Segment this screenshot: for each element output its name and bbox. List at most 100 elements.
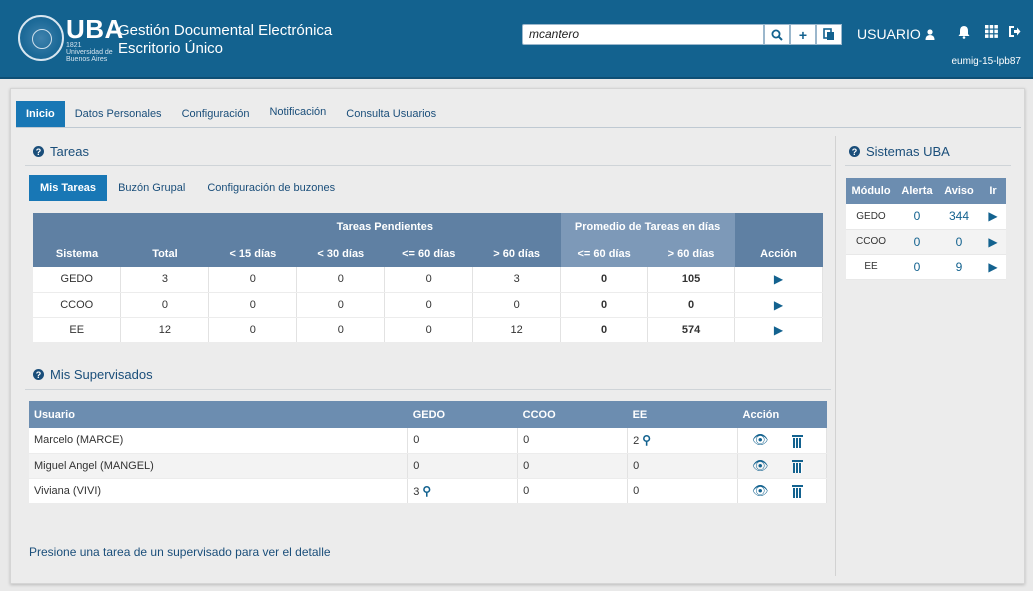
tab-configuracion[interactable]: Configuración (181, 108, 250, 120)
user-label: USUARIO (857, 26, 921, 42)
cell-prom-gt60: 0 (647, 292, 736, 318)
tareas-header: ? Tareas (33, 144, 89, 159)
cell-sistema: EE (33, 317, 122, 343)
play-icon[interactable]: ▶ (988, 234, 998, 249)
cell-le60: 0 (384, 292, 474, 318)
bell-icon[interactable] (957, 25, 971, 39)
cell-gedo: 0 (407, 453, 519, 479)
logout-icon[interactable] (1008, 25, 1021, 38)
tareas-title: Tareas (50, 144, 90, 159)
table-row[interactable]: EE 0 9 ▶ (846, 254, 1006, 280)
subtab-configuracion-buzones[interactable]: Configuración de buzones (207, 182, 336, 194)
trash-icon[interactable] (791, 485, 803, 499)
cell-alerta[interactable]: 0 (896, 204, 938, 230)
play-icon[interactable]: ▶ (988, 209, 998, 224)
cell-lt15: 0 (208, 292, 298, 318)
cell-accion: 👁 (737, 453, 827, 479)
subtab-mis-tareas[interactable]: Mis Tareas (29, 175, 108, 201)
eye-icon[interactable]: 👁 (752, 457, 769, 473)
magnifier-icon[interactable]: ⚲ (422, 483, 432, 498)
cell-total: 0 (120, 292, 210, 318)
cell-ccoo: 0 (517, 478, 629, 504)
cell-le60: 0 (384, 317, 474, 343)
sistemas-divider (845, 165, 1011, 166)
cell-ee: 0 (627, 478, 739, 504)
group-header-pendientes: Tareas Pendientes (208, 213, 561, 240)
col-lt15: < 15 días (208, 240, 297, 267)
supervisados-title: Mis Supervisados (50, 367, 153, 382)
play-icon[interactable]: ▶ (773, 297, 784, 312)
instance-id: eumig-15-lpb87 (951, 56, 1022, 67)
table-row[interactable]: EE 12 0 0 0 12 0 574 ▶ (33, 317, 823, 343)
cell-prom-le60: 0 (560, 292, 649, 318)
cell-usuario: Marcelo (MARCE) (29, 428, 409, 454)
add-button[interactable]: + (790, 24, 816, 45)
cell-accion: 👁 (737, 478, 827, 504)
help-icon[interactable]: ? (33, 146, 44, 157)
subtab-buzon-grupal[interactable]: Buzón Grupal (118, 182, 186, 194)
col-lt30: < 30 días (296, 240, 385, 267)
help-icon[interactable]: ? (849, 146, 860, 157)
table-row[interactable]: Viviana (VIVI) 3 ⚲ 0 0 👁 (29, 478, 827, 504)
trash-icon[interactable] (791, 460, 803, 474)
play-icon[interactable]: ▶ (773, 272, 784, 287)
eye-icon[interactable]: 👁 (752, 432, 769, 448)
cell-alerta[interactable]: 0 (896, 254, 938, 280)
cell-lt30: 0 (296, 317, 386, 343)
cell-prom-gt60: 105 (647, 267, 736, 293)
tabs-divider (16, 127, 1021, 128)
cell-gt60: 12 (472, 317, 562, 343)
tab-notificacion[interactable]: Notificación (269, 106, 327, 118)
table-row[interactable]: GEDO 3 0 0 0 3 0 105 ▶ (33, 267, 823, 293)
table-row[interactable]: GEDO 0 344 ▶ (846, 204, 1006, 230)
tab-datos-personales[interactable]: Datos Personales (74, 108, 162, 120)
tareas-subtabs: Mis Tareas Buzón Grupal Configuración de… (29, 175, 346, 201)
cell-prom-le60: 0 (560, 267, 649, 293)
supervisados-hint: Presione una tarea de un supervisado par… (29, 545, 331, 559)
search-button[interactable] (764, 24, 790, 45)
cell-aviso[interactable]: 0 (938, 229, 980, 255)
cell-modulo: GEDO (846, 204, 896, 230)
eye-icon[interactable]: 👁 (752, 482, 769, 498)
cell-lt15: 0 (208, 317, 298, 343)
play-icon[interactable]: ▶ (773, 322, 784, 337)
app-title-line-1: Gestión Documental Electrónica (118, 22, 333, 39)
main-tabs: Inicio Datos Personales Configuración No… (16, 101, 446, 127)
col-ir: Ir (980, 178, 1006, 204)
search-input[interactable]: mcantero (522, 24, 764, 45)
table-row[interactable]: Miguel Angel (MANGEL) 0 0 0 👁 (29, 453, 827, 479)
cell-ee: 2 ⚲ (627, 428, 739, 454)
magnifier-icon[interactable]: ⚲ (642, 433, 652, 448)
play-icon[interactable]: ▶ (988, 259, 998, 274)
supervisados-table: Usuario GEDO CCOO EE Acción Marcelo (MAR… (29, 401, 827, 504)
tab-inicio[interactable]: Inicio (16, 101, 65, 127)
logo-subtext: 1821 Universidad de Buenos Aires (66, 42, 113, 63)
cell-prom-gt60: 574 (647, 317, 736, 343)
col-ccoo: CCOO (517, 401, 628, 428)
uba-seal-logo (18, 15, 64, 61)
table-row[interactable]: CCOO 0 0 ▶ (846, 229, 1006, 255)
cell-aviso[interactable]: 9 (938, 254, 980, 280)
col-accion: Acción (737, 401, 827, 428)
cell-lt30: 0 (296, 267, 386, 293)
cell-gt60: 3 (472, 267, 562, 293)
cell-alerta[interactable]: 0 (896, 229, 938, 255)
copy-button[interactable] (816, 24, 842, 45)
table-row[interactable]: CCOO 0 0 0 0 0 0 0 ▶ (33, 292, 823, 318)
cell-total: 12 (120, 317, 210, 343)
sistemas-table: Módulo Alerta Aviso Ir GEDO 0 344 ▶ CCOO… (846, 178, 1006, 280)
col-accion: Acción (734, 240, 823, 267)
app-title-line-2: Escritorio Único (118, 40, 224, 57)
cell-aviso[interactable]: 344 (938, 204, 980, 230)
cell-ee: 0 (627, 453, 739, 479)
table-row[interactable]: Marcelo (MARCE) 0 0 2 ⚲ 👁 (29, 428, 827, 454)
tab-consulta-usuarios[interactable]: Consulta Usuarios (346, 108, 437, 120)
col-prom-gt60: > 60 días (647, 240, 735, 267)
top-header: UBA 1821 Universidad de Buenos Aires Ges… (0, 0, 1033, 79)
user-menu[interactable]: USUARIO (857, 26, 935, 42)
trash-icon[interactable] (791, 434, 803, 448)
help-icon[interactable]: ? (33, 369, 44, 380)
col-sistema: Sistema (33, 240, 121, 267)
cell-usuario: Viviana (VIVI) (29, 478, 409, 504)
grid-icon[interactable] (985, 25, 998, 38)
